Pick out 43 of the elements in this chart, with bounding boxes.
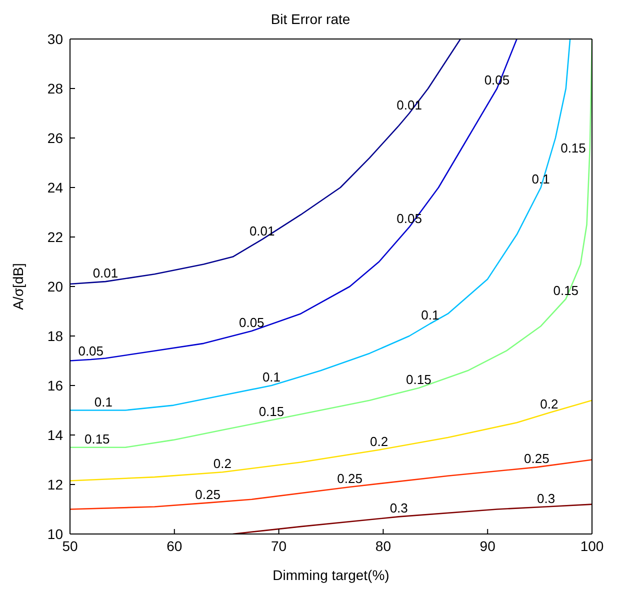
annotation: 0.15 <box>553 282 579 298</box>
annotation: 0.05 <box>239 315 264 330</box>
x-tick-label: 60 <box>166 538 182 554</box>
annotation: 0.15 <box>406 372 432 387</box>
annotation: 0.25 <box>524 451 550 466</box>
x-tick-label: 90 <box>480 538 496 554</box>
y-tick-label: 10 <box>47 526 64 542</box>
annotation: 0.3 <box>390 500 408 516</box>
x-tick-label: 80 <box>375 538 392 554</box>
y-tick-label: 28 <box>47 80 64 96</box>
annotation: 0.15 <box>560 140 586 156</box>
y-tick-label: 18 <box>47 328 64 344</box>
annotation: 0.2 <box>213 456 232 472</box>
annotation: 0.3 <box>537 490 556 506</box>
line-series <box>70 39 518 362</box>
x-tick-label: 100 <box>580 538 604 554</box>
y-tick-label: 14 <box>47 426 64 443</box>
annotation: 0.1 <box>262 370 281 384</box>
annotation: 0.1 <box>94 394 112 410</box>
annotation: 0.25 <box>337 470 362 486</box>
annotation: 0.2 <box>370 434 388 449</box>
y-tick-label: 16 <box>47 377 64 394</box>
y-tick-label: 30 <box>47 30 64 47</box>
x-axis-title: Dimming target(%) <box>272 567 390 583</box>
y-tick-label: 24 <box>47 179 64 196</box>
annotation: 0.25 <box>195 486 220 502</box>
line-series <box>232 504 592 534</box>
y-tick-label: 22 <box>47 228 64 245</box>
y-tick-label: 20 <box>47 278 64 294</box>
annotation: 0.01 <box>249 223 275 238</box>
x-tick-label: 70 <box>271 538 287 554</box>
x-tick-label: 50 <box>62 538 78 554</box>
annotation: 0.05 <box>78 344 104 359</box>
annotation: 0.15 <box>258 404 284 420</box>
annotation: 0.15 <box>84 431 110 446</box>
chart-title: Bit Error rate <box>270 10 352 29</box>
annotation: 0.1 <box>421 308 440 323</box>
annotation: 0.2 <box>540 396 558 412</box>
y-axis-title: A/σ[dB] <box>10 263 26 310</box>
y-tick-label: 26 <box>47 130 64 146</box>
y-tick-label: 12 <box>47 476 64 492</box>
annotation: 0.01 <box>92 266 118 281</box>
line-series <box>70 39 462 285</box>
